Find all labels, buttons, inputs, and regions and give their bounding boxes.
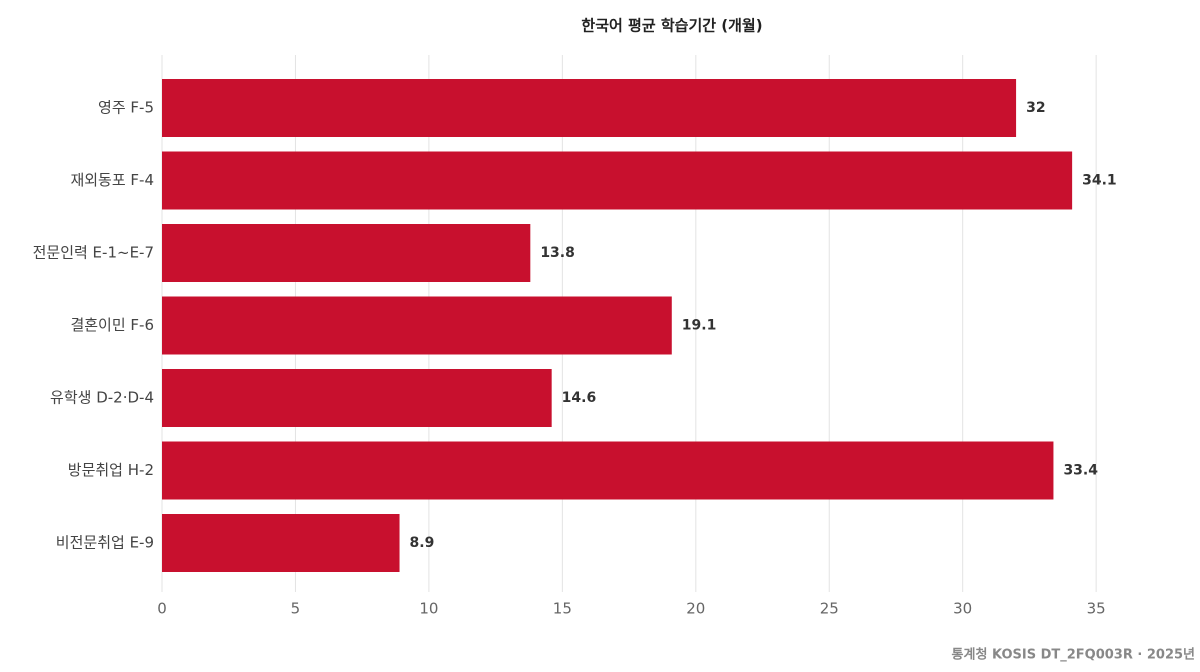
- bar: [162, 151, 1073, 210]
- chart-title: 한국어 평균 학습기간 (개월): [581, 17, 762, 35]
- bar: [162, 441, 1054, 500]
- x-tick-label: 10: [419, 600, 438, 618]
- x-tick-label: 35: [1087, 600, 1106, 618]
- source-note: 통계청 KOSIS DT_2FQ003R · 2025년: [952, 647, 1195, 663]
- y-tick-label: 방문취업 H-2: [68, 461, 154, 479]
- data-label: 32: [1026, 100, 1045, 116]
- data-label: 8.9: [410, 535, 435, 551]
- x-tick-label: 0: [157, 600, 167, 618]
- y-tick-label: 영주 F-5: [98, 99, 154, 117]
- y-tick-label: 비전문취업 E-9: [56, 534, 154, 552]
- y-tick-label: 전문인력 E-1~E-7: [33, 244, 154, 262]
- x-tick-label: 30: [953, 600, 972, 618]
- data-label: 13.8: [540, 245, 575, 261]
- bar: [162, 224, 531, 282]
- data-label: 19.1: [682, 318, 717, 334]
- bar: [162, 296, 672, 355]
- x-tick-label: 25: [820, 600, 839, 618]
- data-label: 33.4: [1063, 463, 1098, 479]
- x-tick-label: 15: [553, 600, 572, 618]
- y-tick-label: 재외동포 F-4: [70, 171, 154, 189]
- bar: [162, 79, 1017, 137]
- x-tick-label: 20: [686, 600, 705, 618]
- bar: [162, 514, 400, 572]
- y-tick-label: 결혼이민 F-6: [70, 316, 154, 334]
- data-label: 14.6: [562, 390, 597, 406]
- x-tick-label: 5: [291, 600, 301, 618]
- y-tick-label: 유학생 D-2·D-4: [50, 389, 154, 407]
- data-label: 34.1: [1082, 173, 1117, 189]
- bar: [162, 369, 552, 427]
